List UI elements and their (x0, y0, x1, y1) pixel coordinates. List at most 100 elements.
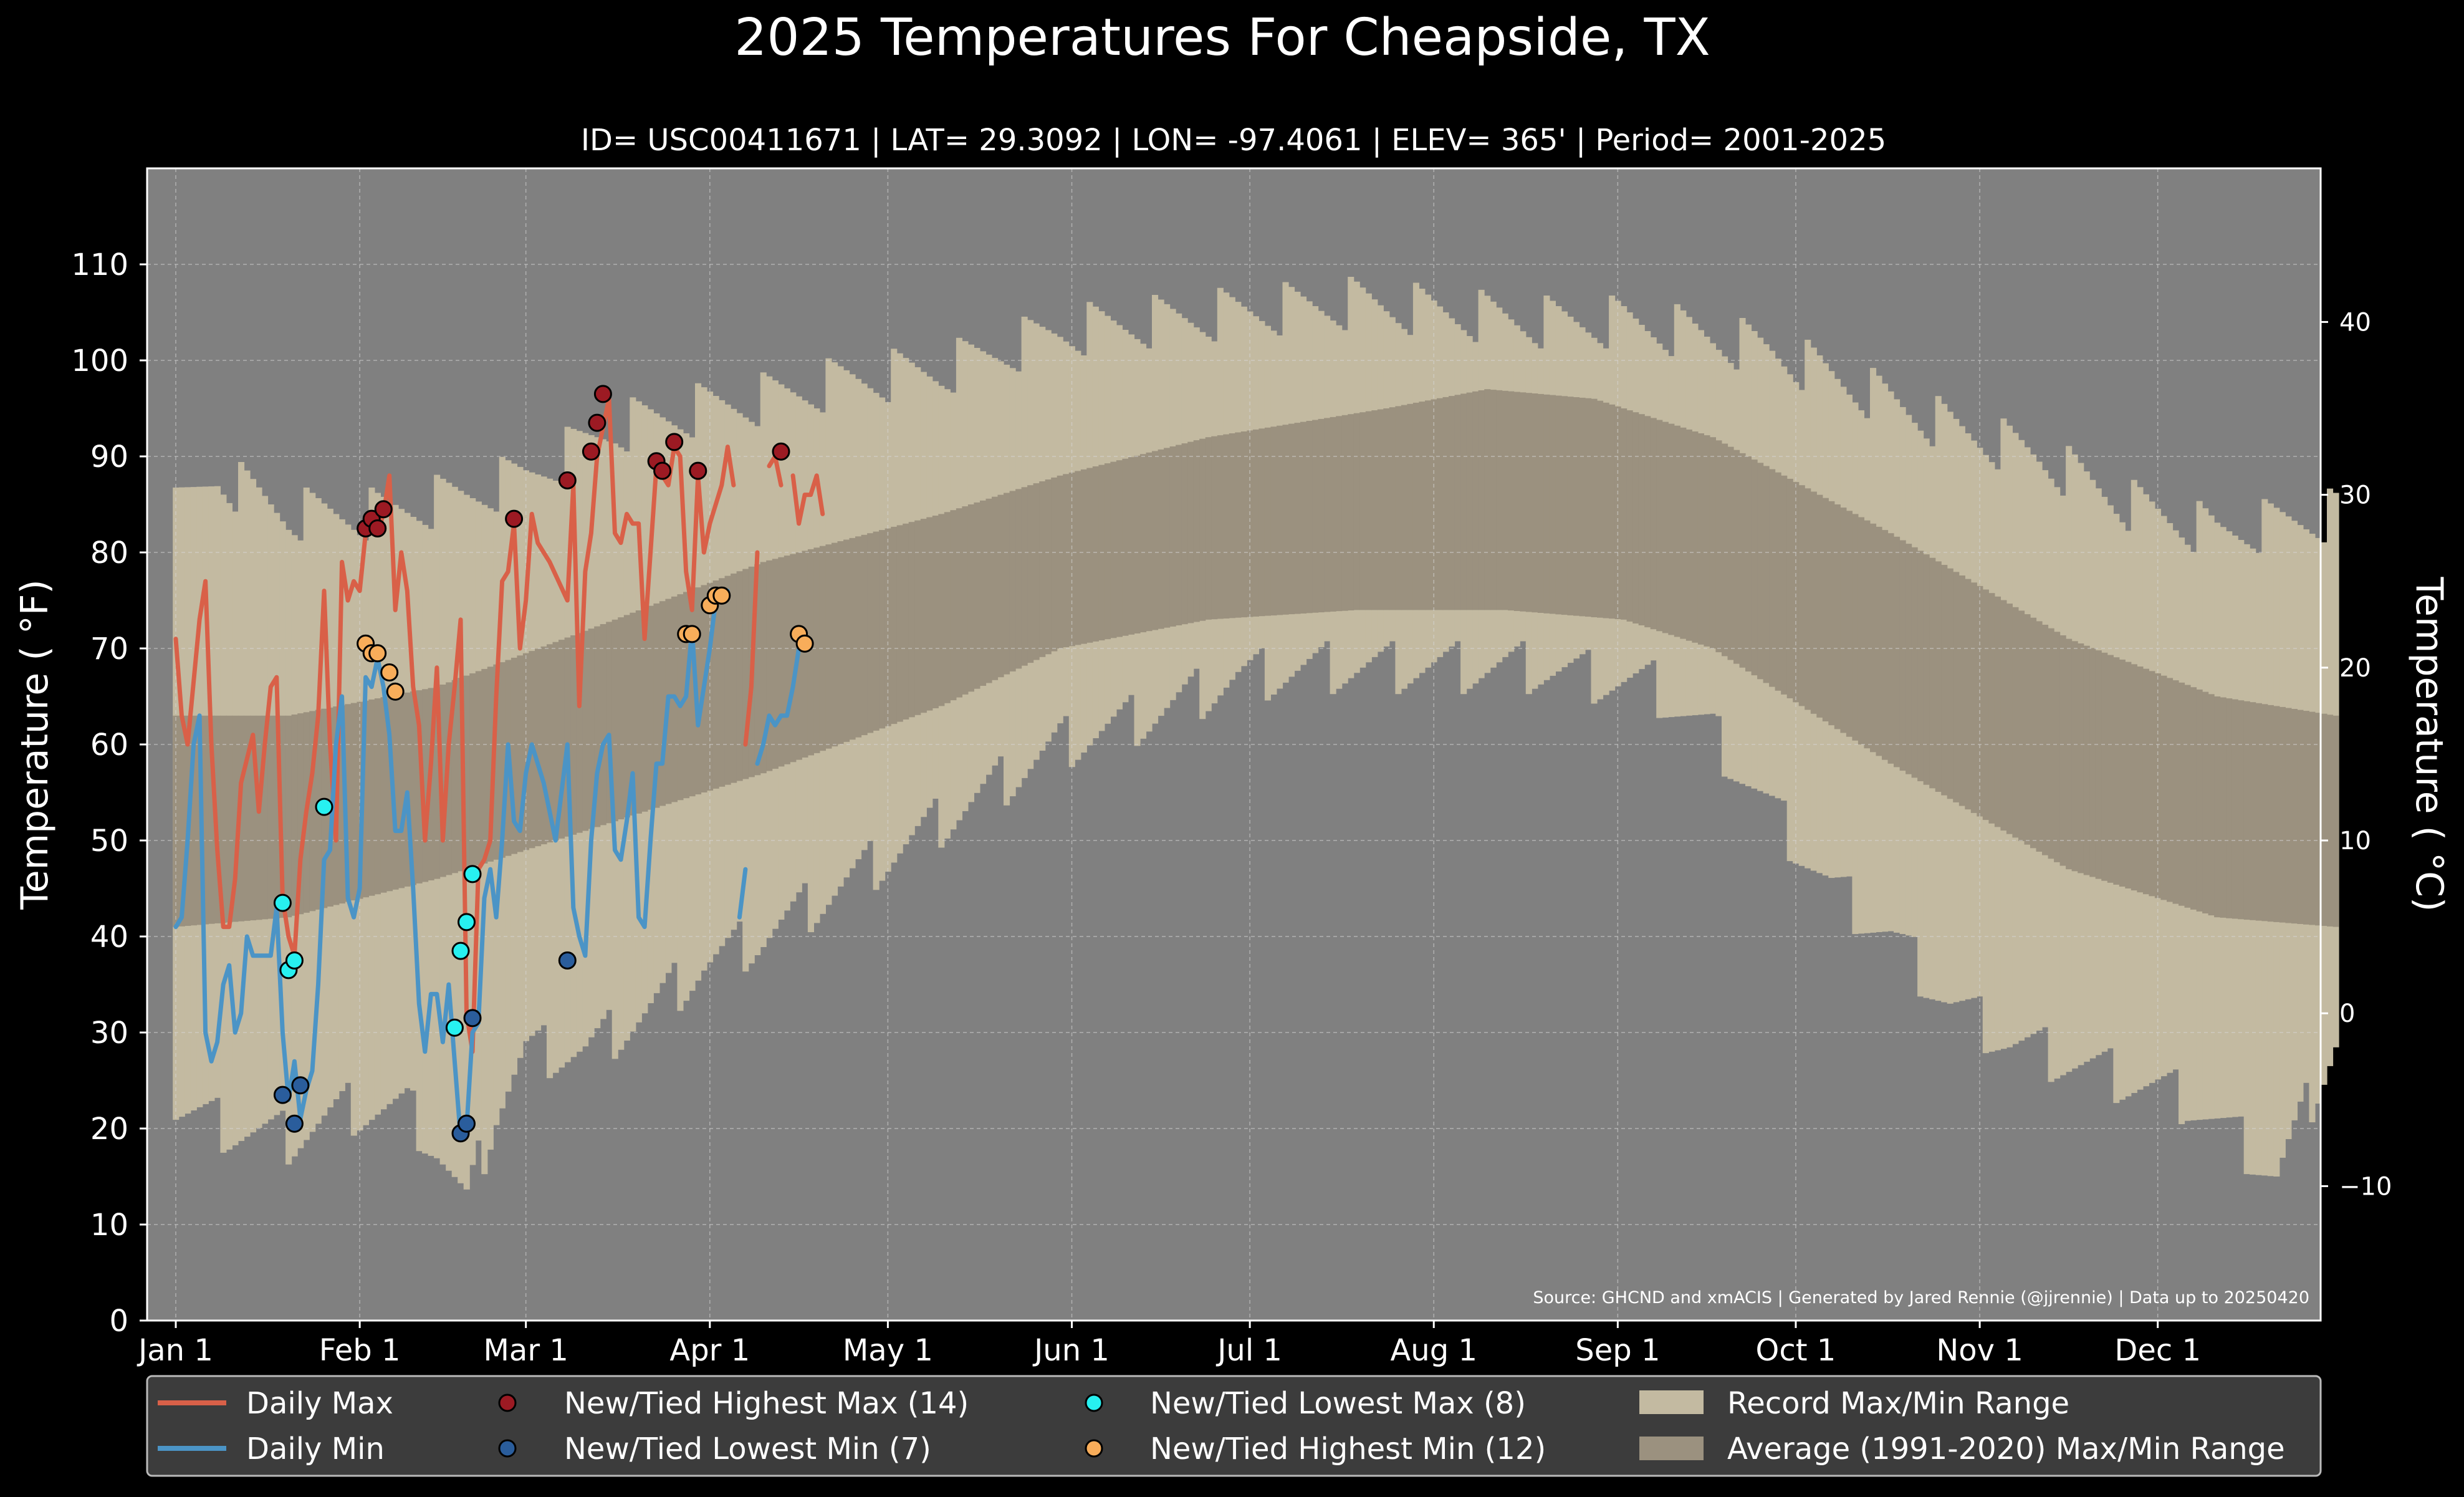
normal-range-bar (582, 630, 589, 831)
normal-range-bar (1454, 395, 1461, 610)
record-markers (273, 385, 814, 1143)
normal-range-bar (1193, 440, 1200, 622)
normal-range-bar (368, 699, 375, 896)
normal-range-bar (398, 693, 405, 888)
normal-range-bar (2291, 709, 2298, 924)
normal-range-bar (1668, 423, 1675, 635)
normal-range-bar (920, 519, 927, 713)
normal-range-bar (2160, 675, 2167, 900)
normal-range-bar (267, 715, 274, 919)
source-note: Source: GHCND and xmACIS | Generated by … (1533, 1288, 2309, 1307)
normal-range-bar (2149, 671, 2155, 897)
normal-range-bar (1110, 461, 1117, 638)
normal-range-bar (463, 675, 470, 870)
normal-range-bar (1348, 414, 1354, 610)
normal-range-bar (742, 569, 749, 779)
normal-range-bar (1057, 475, 1063, 648)
normal-range-bar (2024, 614, 2031, 845)
normal-range-bar (1941, 565, 1948, 796)
normal-range-bar (914, 520, 921, 715)
normal-range-bar (861, 534, 868, 736)
normal-range-bar (1525, 393, 1532, 612)
normal-range-bar (1911, 547, 1918, 778)
normal-range-bar (1122, 458, 1129, 636)
normal-range-bar (564, 637, 571, 837)
normal-range-bar (1365, 411, 1372, 610)
normal-range-bar (1798, 485, 1805, 706)
normal-range-bar (1371, 410, 1378, 610)
normal-range-bar (707, 582, 714, 791)
normal-range-bar (903, 523, 909, 720)
normal-range-bar (1336, 416, 1343, 612)
normal-range-bar (1662, 421, 1669, 633)
normal-range-bar (232, 715, 239, 922)
normal-range-bar (446, 682, 453, 875)
y-tick-label-left: 50 (90, 824, 128, 859)
highest-max-marker (368, 519, 387, 537)
normal-range-bar (499, 662, 506, 858)
normal-range-bar (1757, 463, 1764, 680)
normal-range-bar (677, 594, 684, 801)
normal-range-bar (1739, 453, 1746, 668)
legend-record-range-swatch (1639, 1390, 1704, 1414)
normal-range-bar (1579, 397, 1586, 617)
normal-range-bar (1205, 437, 1212, 620)
normal-range-bar (1947, 568, 1953, 799)
normal-range-bar (256, 715, 262, 920)
legend-highest-min-marker (1085, 1439, 1103, 1458)
highest-min-marker (386, 682, 405, 701)
y-tick-label-left: 110 (71, 248, 128, 282)
normal-range-bar (178, 715, 185, 927)
normal-range-bar (1733, 450, 1740, 664)
normal-range-bar (1282, 425, 1289, 615)
y-tick-label-right: 0 (2339, 999, 2355, 1028)
normal-range-bar (884, 528, 891, 726)
normal-range-bar (1478, 390, 1485, 610)
normal-range-bar (1680, 427, 1687, 639)
normal-range-bar (1656, 420, 1663, 632)
normal-range-bar (2255, 703, 2262, 921)
highest-max-marker (558, 471, 577, 489)
normal-range-bar (2279, 706, 2286, 923)
normal-range-bar (588, 628, 595, 829)
x-tick-label: Oct 1 (1756, 1333, 1836, 1368)
normal-range-bar (1425, 400, 1432, 610)
normal-range-bar (1330, 416, 1336, 612)
normal-range-bar (1917, 551, 1924, 781)
y-tick-label-left: 100 (71, 344, 128, 378)
normal-range-bar (766, 560, 773, 771)
normal-range-bar (992, 496, 999, 680)
normal-range-bar (1341, 415, 1348, 611)
normal-range-bar (481, 668, 488, 864)
normal-range-bar (380, 697, 387, 893)
normal-range-bar (2071, 641, 2078, 872)
legend: Daily Max Daily Min New/Tied Highest Max… (146, 1375, 2322, 1477)
normal-range-bar (2167, 678, 2174, 902)
normal-range-bar (2285, 708, 2292, 923)
y-axis-right-label: Temperature ( °C) (2407, 577, 2451, 912)
highest-max-marker (593, 385, 612, 403)
normal-range-bar (1994, 596, 2001, 827)
normal-range-bar (570, 635, 577, 835)
normal-range-bar (1484, 389, 1491, 610)
normal-range-bar (2179, 682, 2185, 906)
normal-range-bar (1092, 466, 1099, 642)
x-axis-ticks: Jan 1 Feb 1 Mar 1 Apr 1 May 1 Jun 1 Jul 1 Aug 1… (137, 1321, 2201, 1368)
normal-range-bar (1685, 429, 1692, 641)
normal-range-bar (1449, 396, 1455, 610)
normal-range-bar (926, 517, 933, 711)
normal-range-bar (1805, 488, 1811, 710)
y-tick-label-left: 30 (90, 1016, 128, 1051)
y-tick-label-right: 30 (2339, 481, 2371, 510)
normal-range-bar (1134, 455, 1141, 633)
normal-range-bar (1852, 514, 1859, 741)
normal-range-bar (1045, 479, 1052, 655)
normal-range-bar (374, 698, 381, 895)
lowest-max-marker (285, 951, 304, 970)
normal-range-bar (1407, 403, 1414, 610)
normal-range-bar (535, 648, 542, 847)
normal-range-bar (1935, 561, 1942, 792)
normal-range-bar (1312, 420, 1319, 613)
normal-range-bar (274, 715, 280, 918)
highest-max-marker (374, 500, 393, 519)
